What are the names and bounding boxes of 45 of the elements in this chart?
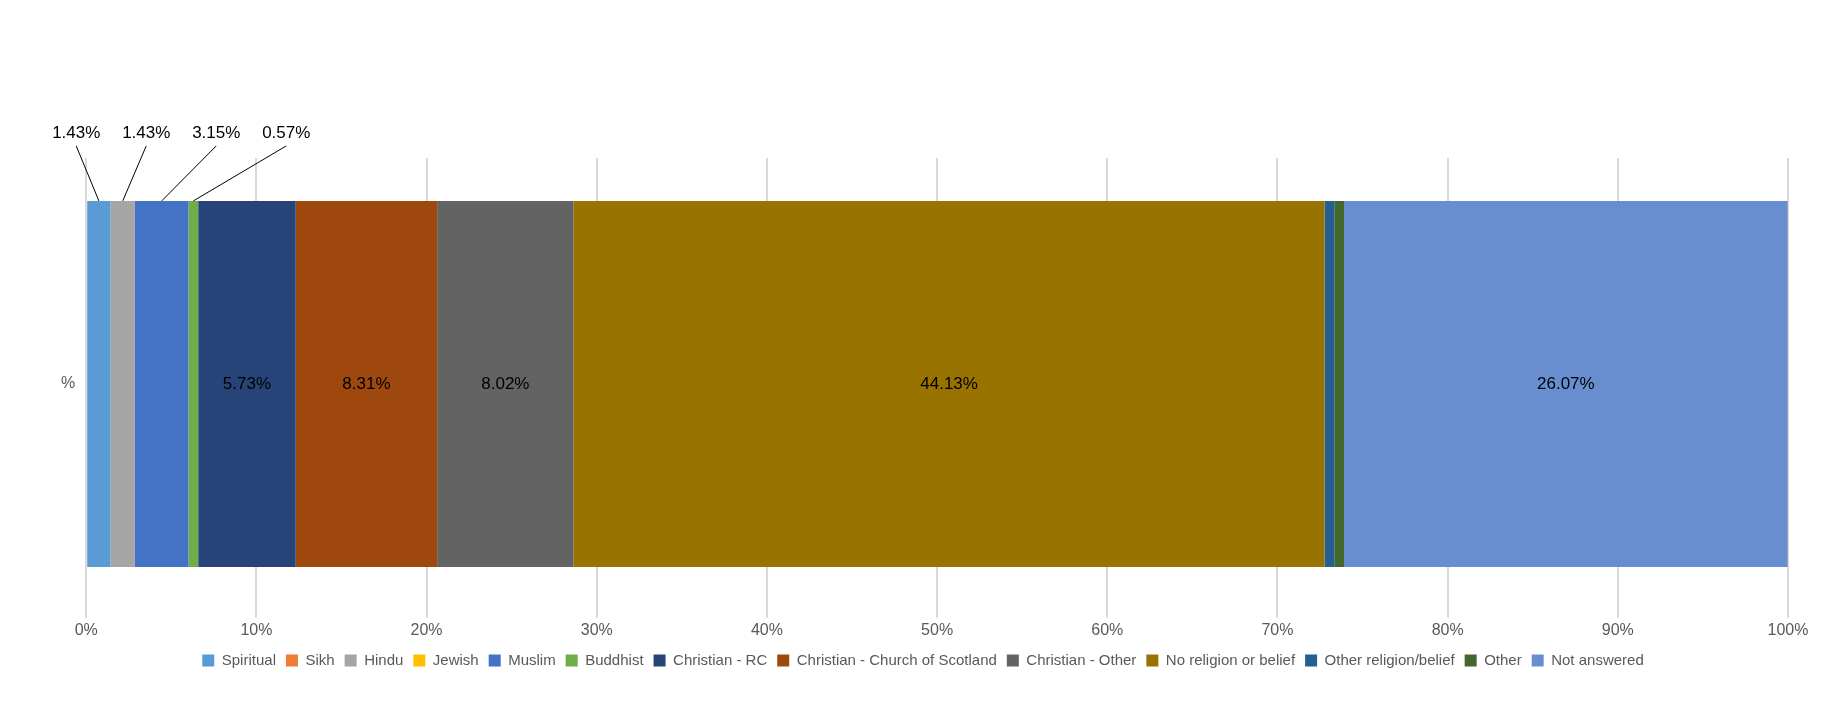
x-tick-label: 10% [240, 620, 273, 638]
bar [198, 200, 296, 567]
legend-label: Christian - RC [673, 650, 768, 668]
data-label: 8.02% [481, 373, 530, 393]
legend-label: Sikh [305, 650, 335, 668]
legend-label: Christian - Other [1026, 650, 1137, 668]
bar [295, 200, 438, 567]
x-tick-label: 100% [1767, 620, 1809, 638]
x-tick-label: 40% [750, 620, 783, 638]
data-label: 8.31% [342, 373, 391, 393]
legend-label: Not answered [1551, 650, 1644, 668]
bar [573, 200, 1325, 567]
data-label: 44.13% [920, 373, 978, 393]
bar [110, 200, 135, 567]
bar [134, 200, 189, 567]
bar [188, 200, 199, 567]
data-label: 5.73% [222, 373, 272, 393]
bar [87, 200, 111, 567]
data-label: 26.07% [1537, 373, 1595, 393]
x-tick-label: 70% [1261, 620, 1294, 638]
x-tick-label: 50% [921, 620, 954, 638]
legend-label: Jewish [432, 650, 479, 668]
x-tick-label: 0% [74, 620, 98, 638]
legend-label: Christian - Church of Scotland [796, 650, 997, 668]
bar [1334, 200, 1345, 567]
legend-label: No religion or belief [1165, 650, 1296, 668]
x-tick-label: 80% [1431, 620, 1464, 638]
data-label: 0.57% [262, 123, 311, 143]
bar [1324, 200, 1335, 567]
x-tick-label: 20% [410, 620, 443, 638]
legend-label: Other [1484, 650, 1522, 668]
x-tick-label: 90% [1601, 620, 1634, 638]
bar [1344, 200, 1788, 567]
legend-label: Other religion/belief [1324, 650, 1456, 668]
legend-label: Buddhist [585, 650, 645, 668]
legend-label: Hindu [364, 650, 404, 668]
bar [437, 200, 574, 567]
data-label: 1.43% [52, 123, 101, 143]
legend-label: Muslim [508, 650, 556, 668]
data-label: 3.15% [192, 123, 241, 143]
data-label: 1.43% [122, 123, 171, 143]
y-tick-label: % [60, 374, 76, 392]
x-tick-label: 30% [580, 620, 613, 638]
legend-label: Spiritual [221, 650, 276, 668]
x-tick-label: 60% [1091, 620, 1124, 638]
